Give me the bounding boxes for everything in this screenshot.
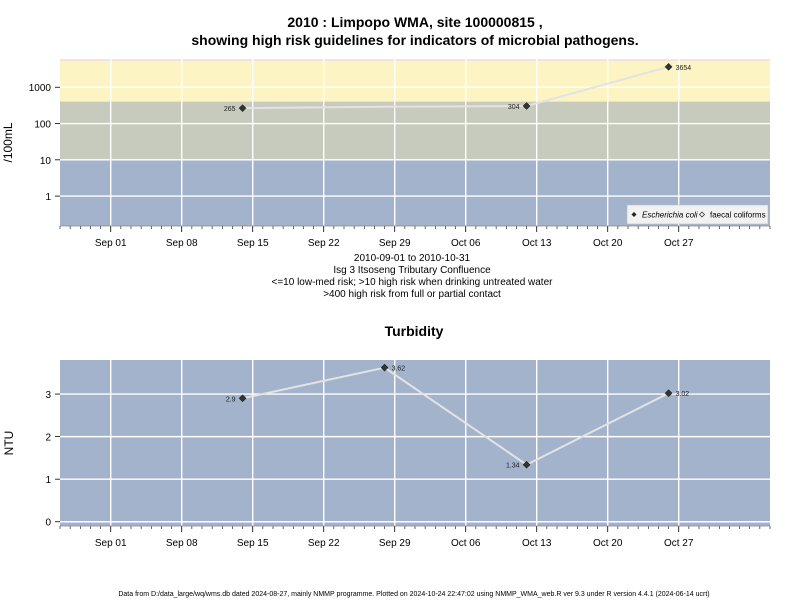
data-point	[238, 394, 247, 403]
x-tick-label: Sep 01	[95, 238, 127, 249]
risk-band	[60, 60, 770, 102]
x-tick-label: Oct 20	[593, 538, 623, 549]
data-label: 2.9	[226, 396, 236, 403]
x-tick-label: Sep 29	[379, 238, 411, 249]
y-tick-label: 1	[45, 475, 51, 486]
data-point	[522, 102, 531, 110]
data-label: 3.62	[392, 366, 406, 373]
legend-marker-ecoli	[631, 212, 637, 217]
data-label: 3654	[676, 65, 692, 72]
data-point	[522, 460, 531, 469]
legend: Escherichia coli faecal coliforms	[626, 204, 769, 225]
y-tick-label: 1	[45, 192, 51, 203]
x-tick-label: Oct 27	[664, 538, 694, 549]
x-tick-label: Oct 20	[593, 238, 623, 249]
main-subtitle: showing high risk guidelines for indicat…	[191, 32, 638, 48]
legend-entry-faecal: faecal coliforms	[710, 211, 766, 220]
x-tick-label: Sep 22	[308, 538, 340, 549]
y-tick-label: 3	[45, 390, 51, 401]
turbidity-panel: Sep 01 Sep 08 Sep 15 Sep 22 Sep 29 Oct 06 Oct …	[2, 360, 771, 549]
series-line	[242, 65, 669, 110]
x-tick-label: Sep 08	[166, 238, 198, 249]
risk-band	[60, 59, 770, 61]
caption-line-3: <=10 low-med risk; >10 high risk when dr…	[272, 277, 554, 288]
turbidity-title: Turbidity	[385, 323, 444, 339]
footer-note: Data from D:/data_large/wq/wms.db dated …	[118, 591, 709, 598]
caption-line-4: >400 high risk from full or partial cont…	[323, 289, 501, 300]
risk-band	[60, 101, 770, 160]
data-label: 304	[508, 104, 520, 111]
data-point	[380, 363, 389, 372]
data-point	[664, 389, 673, 398]
data-label: 265	[224, 106, 236, 113]
x-tick-label: Sep 08	[166, 538, 198, 549]
caption-line-2: Isg 3 Itsoseng Tributary Confluence	[333, 265, 491, 276]
legend-entry-ecoli: Escherichia coli	[642, 211, 698, 220]
x-tick-label: Oct 27	[664, 238, 694, 249]
x-tick-label: Sep 01	[95, 538, 127, 549]
y-tick-label: 2	[45, 433, 51, 444]
data-label: 1.34	[506, 463, 520, 470]
y-tick-label: 10	[40, 156, 52, 167]
x-tick-label: Oct 13	[522, 238, 552, 249]
micro-panel: Sep 01 Sep 08 Sep 15 Sep 22 Sep 29 Oct 06 Oct …	[1, 59, 771, 249]
data-point	[664, 62, 673, 71]
plot-area	[60, 360, 770, 526]
series-line	[242, 366, 670, 466]
x-tick-label: Oct 13	[522, 538, 552, 549]
x-tick-label: Sep 22	[308, 238, 340, 249]
data-point	[238, 104, 247, 113]
y-axis-label: /100mL	[1, 122, 15, 162]
main-title: 2010 : Limpopo WMA, site 100000815 ,	[287, 14, 542, 30]
legend-box	[626, 204, 769, 225]
x-tick-label: Oct 06	[451, 538, 481, 549]
y-axis-label: NTU	[2, 431, 16, 456]
caption-line-1: 2010-09-01 to 2010-10-31	[354, 253, 471, 264]
y-tick-label: 0	[45, 518, 51, 529]
y-tick-label: 1000	[29, 83, 52, 94]
x-tick-label: Oct 06	[451, 238, 481, 249]
y-tick-label: 100	[34, 120, 51, 131]
data-label: 3.02	[676, 391, 690, 398]
x-tick-label: Sep 29	[379, 538, 411, 549]
x-tick-label: Sep 15	[237, 238, 269, 249]
x-tick-label: Sep 15	[237, 538, 269, 549]
legend-marker-faecal	[699, 211, 705, 218]
